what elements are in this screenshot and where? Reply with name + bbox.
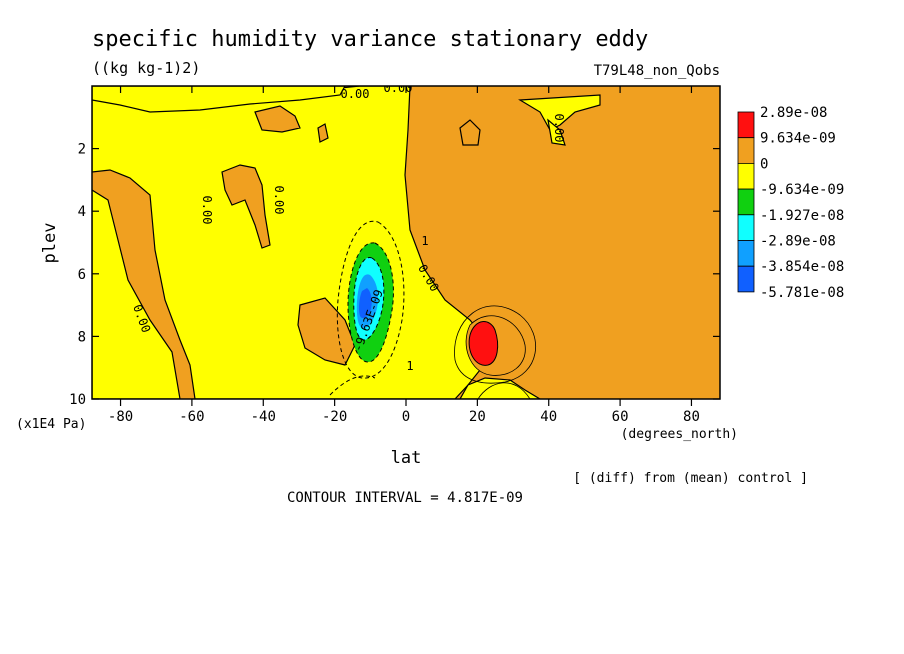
fill-blue (358, 288, 372, 319)
legend-swatch (737, 162, 755, 190)
x-axis: -80 -60 -40 -20 0 20 40 60 80 (108, 86, 700, 425)
x-tick-label: -40 (251, 409, 276, 425)
x-tick-label: 0 (402, 409, 410, 425)
fill-orange-island-1 (254, 105, 301, 133)
units-label: ((kg kg-1)2) (92, 59, 200, 77)
x-tick-label: -80 (108, 409, 133, 425)
neg-contour-3 (336, 220, 405, 379)
legend-swatch (737, 188, 755, 216)
x-units-label: (degrees_north) (621, 427, 738, 442)
contour-label: 1 (406, 359, 413, 373)
x-axis-title: lat (391, 448, 422, 468)
fill-orange-island-2 (221, 164, 271, 249)
legend-label: -9.634e-09 (760, 182, 844, 198)
neg-contour-2 (353, 257, 385, 341)
negative-contours (329, 220, 405, 396)
x-tick-label: -60 (179, 409, 204, 425)
x-tick-label: 40 (540, 409, 557, 425)
run-label: T79L48_non_Qobs (594, 63, 720, 79)
x-tick-label: 80 (683, 409, 700, 425)
fill-red (468, 321, 499, 366)
legend-label: -3.854e-08 (760, 259, 844, 275)
legend-swatch (737, 111, 755, 139)
legend-swatch (737, 240, 755, 267)
x-tick-label: 20 (469, 409, 486, 425)
y-tick-label: 6 (78, 267, 86, 283)
legend-label: 9.634e-09 (760, 131, 836, 147)
contour-interval-label: CONTOUR INTERVAL = 4.817E-09 (287, 490, 523, 506)
neg-contour-1 (347, 242, 394, 363)
y-axis: 2 4 6 8 10 (69, 142, 720, 408)
y-tick-label: 8 (78, 329, 86, 345)
diff-note: [ (diff) from (mean) control ] (573, 471, 808, 486)
pos-contour-outer (454, 305, 536, 384)
y-axis-title: plev (40, 223, 60, 264)
fill-yellow-top-right-2 (547, 118, 566, 146)
y-tick-label: 2 (78, 142, 86, 158)
legend-swatch (737, 265, 755, 293)
contour-label: 0.00 (384, 81, 413, 95)
contour-label: 0.00 (341, 87, 370, 101)
x-tick-label: 60 (612, 409, 629, 425)
contour-label: 0.00 (272, 186, 286, 215)
fill-yellow-bottom-right (459, 377, 542, 399)
legend-label: -2.89e-08 (760, 234, 836, 250)
legend-label: -1.927e-08 (760, 208, 844, 224)
y-units-label: (x1E4 Pa) (16, 417, 86, 432)
y-tick-label: 4 (78, 204, 86, 220)
legend-label: -5.781e-08 (760, 285, 844, 301)
fill-orange-island-4 (317, 123, 329, 143)
legend-label: 0 (760, 156, 768, 172)
legend-swatch (737, 214, 755, 241)
fill-yellow-main (92, 86, 491, 399)
chart-title: specific humidity variance stationary ed… (92, 27, 648, 52)
legend-label: 2.89e-08 (760, 105, 827, 121)
pos-contour-bottom (477, 382, 531, 399)
contour-label: 0.00 (552, 114, 566, 143)
x-tick-label: -20 (322, 409, 347, 425)
legend: 2.89e-08 9.634e-09 0 -9.634e-09 -1.927e-08 -2… (737, 105, 844, 301)
fill-yellow-top-right (518, 94, 601, 131)
contour-label: 1 (421, 234, 428, 248)
legend-swatch (737, 137, 755, 164)
contour-label: 0.00 (200, 196, 214, 225)
fill-orange-island-5 (459, 119, 481, 146)
y-tick-label: 10 (69, 392, 86, 408)
fill-yellow-top-left (92, 86, 346, 113)
fill-yellow-left-column (92, 189, 181, 399)
